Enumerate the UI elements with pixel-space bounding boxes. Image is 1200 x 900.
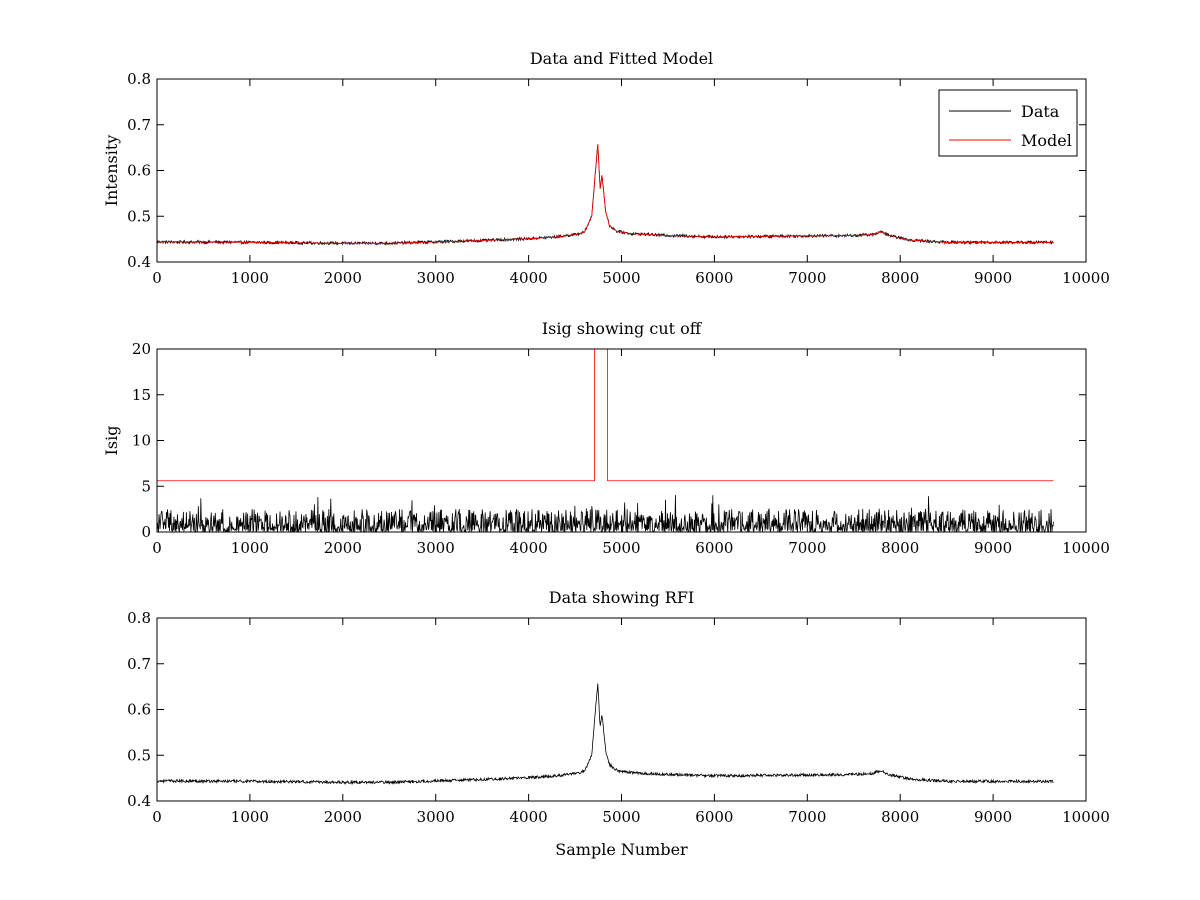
axes-frame <box>156 348 1087 533</box>
y-tick-label: 0.5 <box>127 746 151 764</box>
y-tick-label: 0 <box>141 523 151 541</box>
y-tick-label: 20 <box>132 340 151 358</box>
x-axis-label: Sample Number <box>555 840 688 859</box>
x-tick-label: 3000 <box>417 539 455 557</box>
x-tick-label: 9000 <box>974 808 1012 826</box>
x-tick-label: 1000 <box>231 269 269 287</box>
series-group <box>157 683 1054 785</box>
legend-label: Data <box>1021 102 1060 121</box>
x-tick-label: 10000 <box>1062 808 1110 826</box>
axes-frame <box>156 617 1087 802</box>
x-tick-label: 4000 <box>510 808 548 826</box>
x-tick-label: 3000 <box>417 269 455 287</box>
y-tick-label: 0.5 <box>127 207 151 225</box>
x-tick-label: 6000 <box>695 539 733 557</box>
x-tick-label: 8000 <box>881 539 919 557</box>
x-tick-label: 2000 <box>324 539 362 557</box>
y-axis-label: Isig <box>102 426 121 456</box>
x-tick-label: 5000 <box>602 539 640 557</box>
y-tick-label: 0.6 <box>127 701 151 719</box>
y-tick-label: 10 <box>132 432 151 450</box>
x-tick-label: 7000 <box>788 808 826 826</box>
x-tick-label: 6000 <box>695 269 733 287</box>
x-tick-label: 5000 <box>602 808 640 826</box>
x-tick-label: 3000 <box>417 808 455 826</box>
legend-box <box>938 89 1078 157</box>
x-tick-label: 6000 <box>695 808 733 826</box>
panel-1: Data and Fitted Model 0 1000 2000 3000 4000 50… <box>102 49 1110 287</box>
y-tick-label: 0.7 <box>127 116 151 134</box>
panel-3: Data showing RFI 0 1000 2000 3000 4000 5000 600… <box>127 588 1110 859</box>
series-line-data <box>157 144 1054 246</box>
x-tick-label: 8000 <box>881 269 919 287</box>
x-tick-label: 10000 <box>1062 269 1110 287</box>
x-tick-label: 0 <box>152 808 162 826</box>
x-tick-label: 1000 <box>231 539 269 557</box>
legend: Data Model <box>938 89 1078 157</box>
x-tick-label: 10000 <box>1062 539 1110 557</box>
x-tick-label: 4000 <box>510 269 548 287</box>
y-tick-label: 5 <box>141 477 151 495</box>
panel-2: Isig showing cut off 0 1000 2000 3000 4000 500… <box>102 319 1110 557</box>
legend-label: Model <box>1021 131 1072 150</box>
y-tick-label: 0.7 <box>127 655 151 673</box>
chart-title: Data showing RFI <box>549 588 694 607</box>
y-tick-label: 0.8 <box>127 609 151 627</box>
x-tick-label: 2000 <box>324 269 362 287</box>
x-tick-label: 7000 <box>788 269 826 287</box>
y-tick-label: 0.8 <box>127 70 151 88</box>
y-tick-label: 0.4 <box>127 792 151 810</box>
chart-title: Isig showing cut off <box>542 319 703 338</box>
x-tick-label: 8000 <box>881 808 919 826</box>
x-tick-label: 0 <box>152 269 162 287</box>
x-tick-label: 2000 <box>324 808 362 826</box>
x-tick-label: 9000 <box>974 539 1012 557</box>
x-tick-label: 1000 <box>231 808 269 826</box>
x-tick-label: 0 <box>152 539 162 557</box>
series-group <box>157 143 1054 246</box>
series-line-1 <box>157 683 1054 785</box>
y-tick-label: 15 <box>132 386 151 404</box>
chart-title: Data and Fitted Model <box>530 49 713 68</box>
x-tick-label: 9000 <box>974 269 1012 287</box>
y-tick-label: 0.4 <box>127 253 151 271</box>
series-line-1 <box>157 495 1054 532</box>
y-tick-label: 0.6 <box>127 162 151 180</box>
x-tick-label: 5000 <box>602 269 640 287</box>
series-group <box>157 349 1054 532</box>
x-tick-label: 7000 <box>788 539 826 557</box>
series-line-model <box>157 143 1054 244</box>
x-tick-label: 4000 <box>510 539 548 557</box>
y-axis-label: Intensity <box>102 135 121 207</box>
series-line-2 <box>157 349 1054 482</box>
